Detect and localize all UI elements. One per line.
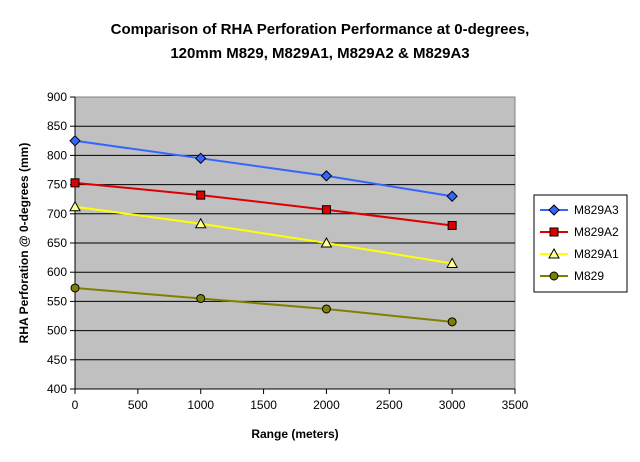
data-point-m829a2: [70, 178, 80, 188]
series-line-m829a2: [74, 181, 453, 227]
x-tick-label: 3000: [439, 398, 466, 412]
grid-lines: [75, 125, 515, 361]
data-point-m829a3: [446, 190, 458, 202]
y-axis-label: RHA Perforation @ 0-degrees (mm): [17, 143, 31, 344]
series-m829: [70, 283, 457, 327]
x-tick-label: 2500: [376, 398, 403, 412]
x-tick-label: 1500: [250, 398, 277, 412]
legend-entry-m829a1: M829A1: [540, 247, 619, 261]
axes: 400 450 500 550 600 650 700 750 800 850 900 0 500 100…: [47, 90, 529, 412]
series-m829a2: [70, 178, 457, 230]
y-tick-label: 650: [47, 236, 67, 250]
data-point-m829a3: [320, 170, 333, 182]
legend-marker: [549, 271, 559, 281]
data-point-m829: [70, 283, 80, 293]
chart-title-line-2: 120mm M829, M829A1, M829A2 & M829A3: [170, 45, 469, 62]
legend-entry-m829a3: M829A3: [540, 203, 619, 217]
data-point-m829: [447, 317, 457, 327]
data-point-m829a1: [194, 217, 207, 229]
data-point-m829a3: [69, 135, 81, 147]
legend-marker: [548, 204, 560, 216]
legend-label: M829A3: [574, 203, 619, 217]
data-point-m829a2: [196, 190, 206, 200]
data-point-m829a2: [447, 220, 457, 230]
y-tick-label: 900: [47, 90, 67, 104]
series-line-m829a1: [74, 205, 453, 265]
legend-entry-m829a2: M829A2: [540, 225, 619, 239]
y-tick-label: 800: [47, 148, 67, 162]
y-tick-label: 600: [47, 265, 67, 279]
data-point-m829a2: [321, 205, 331, 215]
series-line-m829a3: [74, 139, 453, 198]
data-point-m829a3: [195, 152, 207, 165]
series-line-m829: [74, 286, 453, 323]
x-tick-label: 0: [72, 398, 79, 412]
legend-marker: [549, 227, 559, 237]
y-tick-label: 700: [47, 207, 67, 221]
x-axis-label: Range (meters): [251, 427, 338, 441]
data-point-m829a1: [320, 236, 333, 248]
data-point-m829: [196, 293, 206, 303]
legend-label: M829: [574, 269, 604, 283]
legend-entry-m829: M829: [540, 269, 604, 283]
data-point-m829a1: [69, 200, 81, 212]
data-point-m829: [321, 304, 331, 314]
series-m829a1: [69, 200, 458, 268]
legend-label: M829A1: [574, 247, 619, 261]
series-m829a3: [69, 135, 458, 202]
y-tick-label: 550: [47, 294, 67, 308]
legend-label: M829A2: [574, 225, 619, 239]
x-tick-label: 500: [128, 398, 148, 412]
y-tick-label: 450: [47, 353, 67, 367]
legend: M829A3 M829A2 M829A1 M829: [533, 194, 628, 293]
x-tick-label: 3500: [502, 398, 529, 412]
y-tick-label: 400: [47, 382, 67, 396]
x-tick-label: 1000: [187, 398, 214, 412]
y-tick-label: 850: [47, 119, 67, 133]
y-tick-label: 750: [47, 178, 67, 192]
chart-title-line-1: Comparison of RHA Perforation Performanc…: [111, 21, 530, 38]
series-group: [69, 135, 458, 327]
x-tick-label: 2000: [313, 398, 340, 412]
data-point-m829a1: [446, 257, 458, 268]
legend-marker: [548, 247, 560, 259]
y-tick-label: 500: [47, 324, 67, 338]
